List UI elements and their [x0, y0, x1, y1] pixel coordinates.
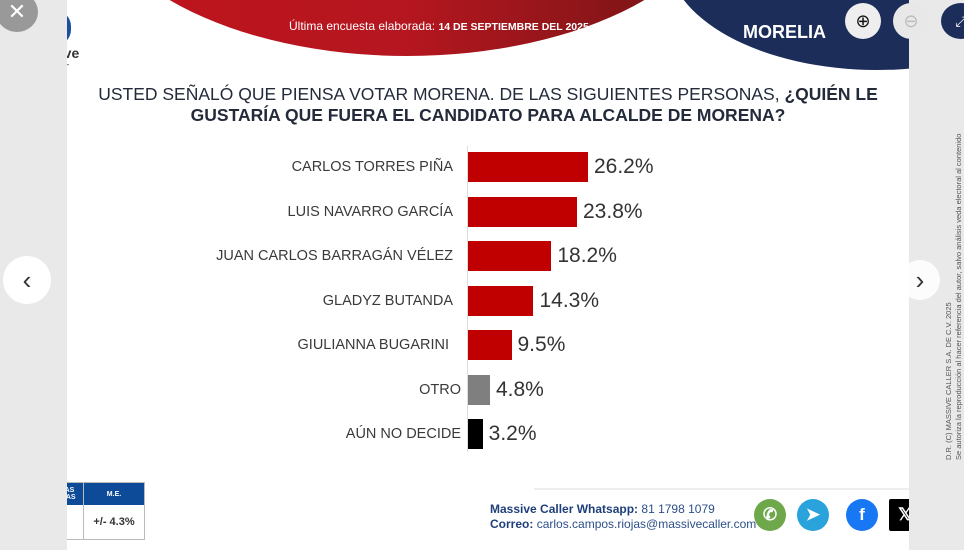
whatsapp-icon: ✆ — [754, 499, 786, 531]
bar — [468, 285, 534, 316]
copyright-text: D.R. (C) MASSIVE CALLER S.A. DE C.V. 202… — [944, 133, 963, 460]
bar-row: GIULIANNA BUGARINI 9.5% — [67, 330, 909, 360]
survey-slide: Última encuesta elaborada: 14 DE SEPTIEM… — [67, 0, 909, 550]
zoom-in-button[interactable]: ⊕ — [845, 3, 881, 39]
bar-value-label: 9.5% — [517, 333, 566, 356]
bar-value-label: 3.2% — [488, 422, 537, 445]
chart-axis — [467, 146, 468, 452]
bar-row: JUAN CARLOS BARRAGÁN VÉLEZ 18.2% — [67, 241, 909, 271]
bar-label: OTRO — [419, 381, 461, 398]
bar-row: OTRO 4.8% — [67, 374, 909, 405]
bar-row: AÚN NO DECIDE 3.2% — [67, 419, 909, 449]
bar — [468, 374, 490, 405]
close-button[interactable]: ✕ — [0, 0, 38, 32]
bar — [468, 241, 552, 271]
massive-caller-logo: Massive Caller — [67, 10, 84, 73]
logo-mark-icon — [67, 10, 71, 46]
bar-label: GIULIANNA BUGARINI — [297, 337, 449, 353]
bar — [468, 330, 512, 360]
facebook-icon: f — [846, 499, 878, 531]
bar-row: CARLOS TORRES PIÑA 26.2% — [67, 152, 909, 182]
city-label: MORELIA — [743, 22, 826, 42]
bar-value-label: 26.2% — [593, 155, 654, 178]
telegram-icon: ➤ — [797, 499, 829, 531]
bar-label: AÚN NO DECIDE — [345, 426, 461, 442]
bar — [468, 152, 588, 182]
zoom-out-button[interactable]: ⊖ — [893, 3, 929, 39]
x-icon: 𝕏 — [889, 499, 909, 531]
previous-button[interactable]: ‹ — [3, 256, 51, 304]
question-title: USTED SEÑALÓ QUE PIENSA VOTAR MORENA. DE… — [98, 84, 878, 125]
bar-label: LUIS NAVARRO GARCÍA — [287, 203, 453, 220]
bar-value-label: 4.8% — [495, 377, 544, 401]
bar-label: GLADYZ BUTANDA — [322, 292, 453, 309]
divider — [534, 488, 909, 490]
bar-label: JUAN CARLOS BARRAGÁN VÉLEZ — [216, 248, 453, 264]
next-button[interactable]: › — [900, 260, 940, 300]
survey-date: Última encuesta elaborada: 14 DE SEPTIEM… — [289, 19, 589, 33]
bar-value-label: 14.3% — [539, 288, 600, 312]
fullscreen-button[interactable]: ⤢ — [941, 3, 964, 39]
bar — [468, 419, 483, 449]
bar-row: LUIS NAVARRO GARCÍA 23.8% — [67, 196, 909, 227]
contact-info: Massive Caller Whatsapp: 81 1798 1079 Co… — [490, 502, 757, 531]
bar-label: CARLOS TORRES PIÑA — [291, 159, 453, 175]
bar-row: GLADYZ BUTANDA 14.3% — [67, 285, 909, 316]
bar-value-label: 23.8% — [583, 199, 643, 223]
bar-value-label: 18.2% — [557, 244, 617, 267]
bar — [468, 196, 577, 227]
stats-table: ENCUESTAS REALIZADASM.E. 600+/- 4.3% — [67, 482, 145, 540]
